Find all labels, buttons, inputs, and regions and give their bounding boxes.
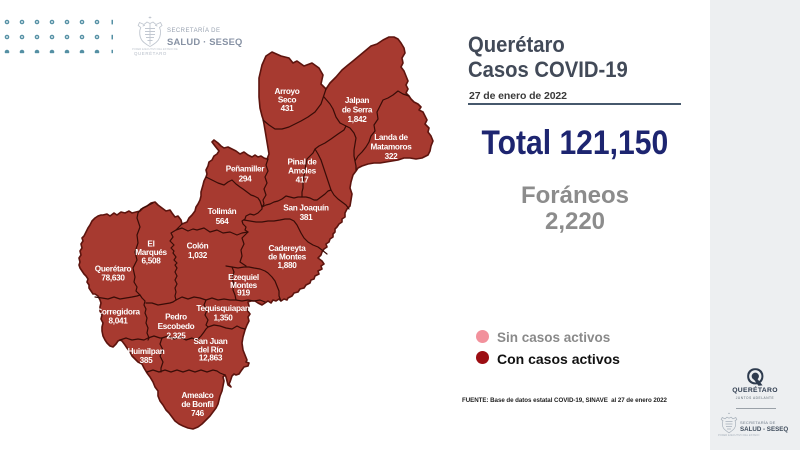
svg-text:381: 381 xyxy=(300,213,314,222)
svg-text:Huimilpan: Huimilpan xyxy=(128,347,165,356)
svg-text:78,630: 78,630 xyxy=(101,274,125,283)
svg-text:Amealco: Amealco xyxy=(181,391,213,400)
svg-text:Seco: Seco xyxy=(278,96,297,105)
svg-text:564: 564 xyxy=(216,217,230,226)
svg-text:de Serra: de Serra xyxy=(342,106,373,115)
svg-text:Cadereyta: Cadereyta xyxy=(269,244,307,253)
svg-text:El: El xyxy=(147,240,154,249)
svg-text:Querétaro: Querétaro xyxy=(95,265,132,274)
svg-text:1,842: 1,842 xyxy=(348,115,368,124)
svg-text:Corregidora: Corregidora xyxy=(96,308,140,317)
svg-text:San Joaquín: San Joaquín xyxy=(283,204,329,213)
svg-text:San Juan: San Juan xyxy=(193,337,227,346)
svg-text:6,508: 6,508 xyxy=(142,257,162,266)
svg-text:de Bonfil: de Bonfil xyxy=(181,400,213,409)
svg-text:Matamoros: Matamoros xyxy=(371,143,413,152)
svg-text:919: 919 xyxy=(237,289,251,298)
svg-text:Jalpan: Jalpan xyxy=(345,96,369,105)
svg-text:294: 294 xyxy=(239,175,253,184)
svg-text:Pedro: Pedro xyxy=(165,313,187,322)
svg-text:385: 385 xyxy=(140,356,154,365)
svg-text:Landa de: Landa de xyxy=(374,133,408,142)
svg-text:1,880: 1,880 xyxy=(278,261,298,270)
svg-text:Marqués: Marqués xyxy=(135,248,167,257)
svg-text:Amoles: Amoles xyxy=(288,167,317,176)
svg-text:417: 417 xyxy=(296,176,310,185)
svg-text:Tolimán: Tolimán xyxy=(208,207,237,216)
svg-text:12,863: 12,863 xyxy=(199,354,223,363)
svg-text:Peñamiller: Peñamiller xyxy=(226,165,266,174)
svg-text:Escobedo: Escobedo xyxy=(158,322,195,331)
svg-text:2,325: 2,325 xyxy=(167,332,187,341)
svg-text:Arroyo: Arroyo xyxy=(274,87,299,96)
svg-text:8,041: 8,041 xyxy=(109,317,129,326)
svg-text:de Montes: de Montes xyxy=(268,253,307,262)
svg-text:del Río: del Río xyxy=(198,346,223,355)
svg-text:1,350: 1,350 xyxy=(214,314,234,323)
svg-text:Tequisquiapan: Tequisquiapan xyxy=(196,304,250,313)
svg-text:Montes: Montes xyxy=(230,281,258,290)
svg-text:431: 431 xyxy=(281,104,295,113)
svg-text:746: 746 xyxy=(191,409,205,418)
svg-text:Colón: Colón xyxy=(187,242,209,251)
svg-text:322: 322 xyxy=(385,152,399,161)
svg-text:Ezequiel: Ezequiel xyxy=(228,273,259,282)
svg-text:Pinal de: Pinal de xyxy=(288,158,318,167)
svg-text:1,032: 1,032 xyxy=(188,251,208,260)
